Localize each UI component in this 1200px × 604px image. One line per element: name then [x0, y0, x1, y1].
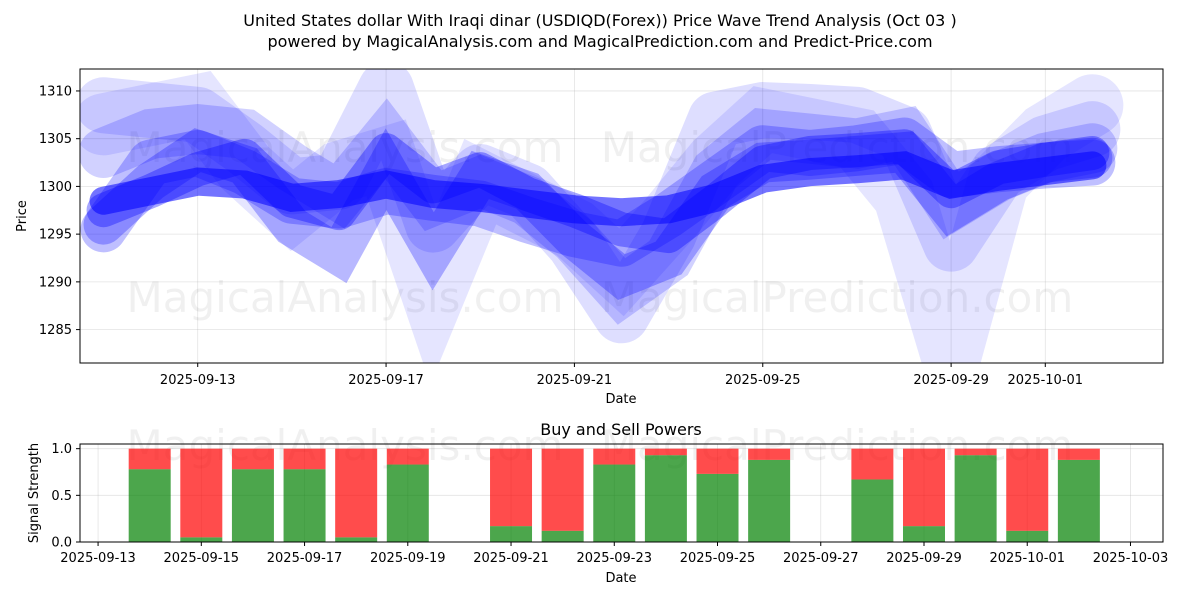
price-x-tick-label: 2025-09-21 [537, 373, 613, 388]
sell-bar [490, 448, 533, 527]
buy-sell-y-tick-label: 0.0 [51, 536, 72, 551]
buy-sell-y-label: Signal Strength [27, 443, 42, 543]
buy-sell-y-tick-label: 0.5 [51, 489, 72, 504]
buy-sell-title: Buy and Sell Powers [540, 420, 702, 439]
price-y-tick-label: 1295 [39, 228, 72, 243]
sell-bar [1006, 448, 1049, 531]
buy-bar [593, 464, 636, 542]
price-x-tick-label: 2025-09-29 [913, 373, 989, 388]
sell-bar [231, 448, 274, 470]
buy-sell-y-ticks: 0.0 0.5 1.0 [51, 442, 80, 551]
buy-sell-x-tick-label: 2025-09-17 [267, 551, 343, 566]
price-y-tick-label: 1300 [39, 180, 72, 195]
buy-bar [748, 459, 791, 542]
sell-bar [180, 448, 223, 538]
chart-title-line1: United States dollar With Iraqi dinar (U… [243, 11, 956, 30]
sell-bar [696, 448, 739, 474]
buy-bar [954, 455, 997, 542]
watermark-text: MagicalAnalysis.com [127, 273, 564, 322]
sell-bar [128, 448, 171, 470]
sell-bar [954, 448, 997, 456]
price-y-tick-label: 1285 [39, 323, 72, 338]
price-watermarks: MagicalAnalysis.com MagicalPrediction.com… [127, 123, 1074, 322]
buy-sell-x-tick-label: 2025-09-19 [370, 551, 446, 566]
buy-sell-x-ticks: 2025-09-13 2025-09-15 2025-09-17 2025-09-19… [60, 542, 1168, 566]
price-y-tick-label: 1310 [39, 84, 72, 99]
price-wave-panel: MagicalAnalysis.com MagicalPrediction.com… [15, 68, 1164, 407]
price-y-tick-label: 1305 [39, 132, 72, 147]
sell-bar [748, 448, 791, 460]
price-plot-frame [79, 68, 1164, 364]
buy-bar [851, 479, 894, 542]
buy-sell-x-tick-label: 2025-09-21 [473, 551, 549, 566]
buy-sell-x-tick-label: 2025-10-01 [989, 551, 1065, 566]
buy-bar [128, 469, 171, 542]
buy-bar [283, 469, 326, 542]
price-x-tick-label: 2025-10-01 [1008, 373, 1084, 388]
price-x-ticks: 2025-09-13 2025-09-17 2025-09-21 2025-09-25… [160, 363, 1083, 388]
buy-bar [644, 455, 687, 542]
buy-bar [541, 530, 584, 542]
buy-bar [1057, 459, 1100, 542]
watermark-text: MagicalAnalysis.com [127, 123, 564, 172]
buy-sell-panel: Buy and Sell Powers MagicalAnalysis.com M… [27, 420, 1168, 586]
price-wave-1 [89, 151, 1107, 227]
sell-bar [335, 448, 378, 538]
buy-sell-x-tick-label: 2025-09-29 [886, 551, 962, 566]
buy-bar [490, 526, 533, 542]
chart-title-line2: powered by MagicalAnalysis.com and Magic… [267, 32, 932, 51]
sell-bar [902, 448, 945, 527]
sell-bar [644, 448, 687, 456]
buy-sell-x-tick-label: 2025-09-27 [783, 551, 859, 566]
buy-bar [180, 537, 223, 542]
buy-sell-x-tick-label: 2025-10-03 [1093, 551, 1169, 566]
sell-bar [541, 448, 584, 531]
price-y-label: Price [15, 200, 30, 232]
sell-bar [283, 448, 326, 470]
buy-bar [231, 469, 274, 542]
buy-sell-x-tick-label: 2025-09-23 [576, 551, 652, 566]
price-waves [80, 69, 1124, 363]
price-y-tick-label: 1290 [39, 275, 72, 290]
sell-bar [386, 448, 429, 465]
buy-bar [1006, 530, 1049, 542]
buy-sell-x-tick-label: 2025-09-15 [164, 551, 240, 566]
buy-sell-x-tick-label: 2025-09-25 [680, 551, 756, 566]
buy-bar [335, 537, 378, 542]
price-x-tick-label: 2025-09-25 [725, 373, 801, 388]
buy-bar [386, 464, 429, 542]
buy-sell-y-tick-label: 1.0 [51, 442, 72, 457]
buy-bar [902, 526, 945, 542]
sell-bar [1057, 448, 1100, 460]
buy-sell-x-label: Date [605, 571, 636, 586]
price-x-tick-label: 2025-09-17 [348, 373, 424, 388]
price-y-ticks: 1285 1290 1295 1300 1305 1310 [39, 84, 80, 338]
price-x-tick-label: 2025-09-13 [160, 373, 236, 388]
price-x-label: Date [605, 392, 636, 407]
buy-bar [696, 473, 739, 542]
sell-bar [593, 448, 636, 465]
watermark-text: MagicalPrediction.com [601, 273, 1074, 322]
sell-bar [851, 448, 894, 480]
buy-sell-plot-frame [79, 443, 1164, 543]
buy-sell-x-tick-label: 2025-09-13 [60, 551, 136, 566]
buy-sell-bars [128, 448, 1100, 542]
